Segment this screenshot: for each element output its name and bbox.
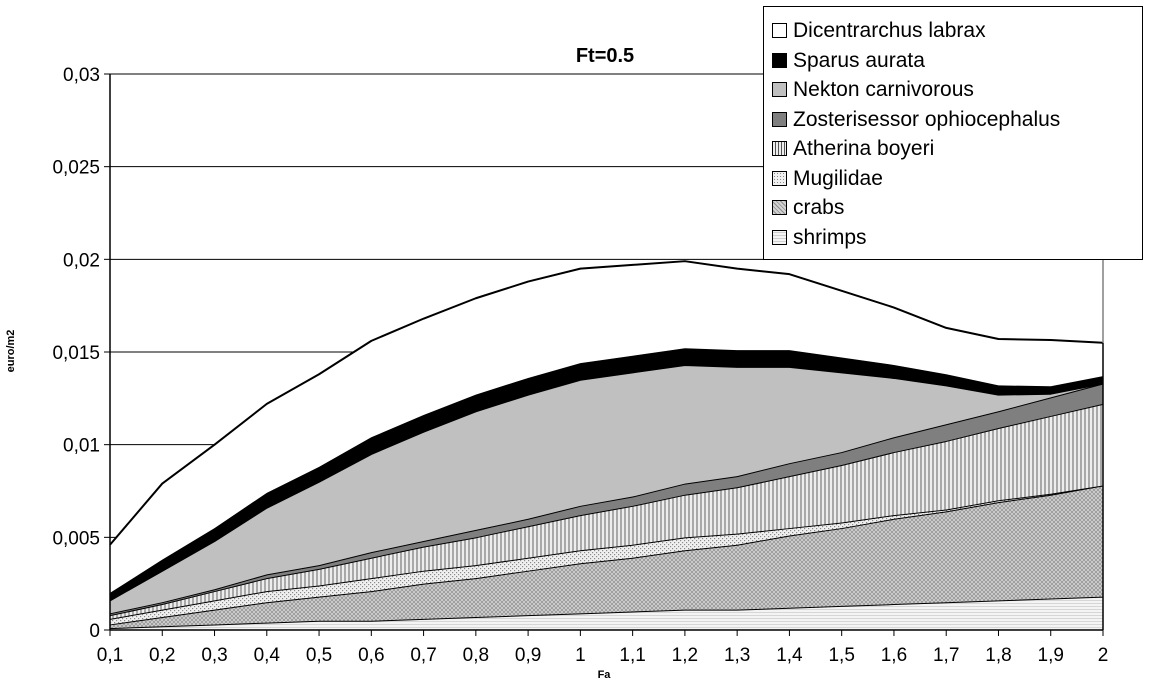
area-sparus-aurata <box>110 348 1103 601</box>
x-tick-label: 0,5 <box>306 645 332 666</box>
legend-label: Nekton carnivorous <box>793 78 974 102</box>
x-tick-label: 0,2 <box>149 645 175 666</box>
legend-label: Dicentrarchus labrax <box>793 19 986 43</box>
x-tick-label: 2 <box>1098 645 1109 666</box>
legend-item-dicentrarchus-labrax: Dicentrarchus labrax <box>764 16 1142 46</box>
chart-title: Ft=0.5 <box>576 45 634 67</box>
x-tick-label: 1,5 <box>828 645 854 666</box>
x-axis-label: Fa <box>598 669 612 681</box>
legend-item-mugilidae: Mugilidae <box>764 164 1142 194</box>
x-tick-label: 0,3 <box>201 645 227 666</box>
y-tick-label: 0,03 <box>63 65 100 86</box>
legend-label: Sparus aurata <box>793 48 925 72</box>
x-tick-label: 1,6 <box>881 645 907 666</box>
legend-item-crabs: crabs <box>764 193 1142 223</box>
legend-swatch <box>772 82 787 98</box>
y-tick-label: 0,01 <box>63 436 100 457</box>
legend-label: crabs <box>793 196 845 220</box>
area-nekton-carnivorous <box>110 364 1103 614</box>
x-tick-label: 1,8 <box>985 645 1011 666</box>
legend-label: shrimps <box>793 225 867 249</box>
x-tick-label: 0,8 <box>463 645 489 666</box>
legend: Dicentrarchus labrax Sparus aurata Nekton … <box>763 6 1143 260</box>
legend-swatch <box>772 141 787 157</box>
x-tick-label: 0,4 <box>254 645 281 666</box>
legend-item-nekton-carnivorous: Nekton carnivorous <box>764 75 1142 105</box>
legend-item-atherina-boyeri: Atherina boyeri <box>764 134 1142 164</box>
legend-swatch <box>772 229 787 245</box>
x-tick-label: 1,1 <box>619 645 645 666</box>
x-tick-label: 1,3 <box>724 645 750 666</box>
area-crabs <box>110 485 1103 629</box>
area-dicentrarchus-labrax <box>110 261 1103 593</box>
area-zosterisessor-ophiocephalus <box>110 383 1103 616</box>
legend-swatch <box>772 52 787 68</box>
y-tick-label: 0 <box>89 621 100 642</box>
area-mugilidae <box>110 485 1103 625</box>
y-tick-label: 0,005 <box>52 528 100 549</box>
x-tick-label: 0,1 <box>97 645 123 666</box>
x-tick-label: 1,9 <box>1038 645 1064 666</box>
x-tick-label: 1,7 <box>933 645 959 666</box>
x-tick-label: 0,9 <box>515 645 541 666</box>
legend-swatch <box>772 23 787 39</box>
legend-swatch <box>772 170 787 186</box>
y-axis-label: euro/m2 <box>5 330 17 373</box>
x-tick-label: 1 <box>575 645 586 666</box>
stacked-areas <box>109 260 1104 630</box>
legend-item-shrimps: shrimps <box>764 223 1142 253</box>
legend-swatch <box>772 200 787 216</box>
line-dicentrarchus-labrax <box>109 260 1104 546</box>
legend-item-sparus-aurata: Sparus aurata <box>764 46 1142 76</box>
tick-labels: 0 0,005 0,01 0,015 0,02 0,025 0,03 0,1 0,2 0,3 0,4… <box>52 65 1108 666</box>
legend-swatch <box>772 111 787 127</box>
y-tick-label: 0,02 <box>63 250 100 271</box>
x-tick-label: 0,7 <box>410 645 436 666</box>
y-tick-label: 0,015 <box>52 343 100 364</box>
x-tick-label: 0,6 <box>358 645 384 666</box>
legend-label: Zosterisessor ophiocephalus <box>793 107 1061 131</box>
legend-label: Atherina boyeri <box>793 137 935 161</box>
x-tick-label: 1,2 <box>672 645 698 666</box>
x-tick-label: 1,4 <box>776 645 803 666</box>
legend-item-zosterisessor-ophiocephalus: Zosterisessor ophiocephalus <box>764 105 1142 135</box>
legend-label: Mugilidae <box>793 166 883 190</box>
y-tick-label: 0,025 <box>52 158 100 179</box>
